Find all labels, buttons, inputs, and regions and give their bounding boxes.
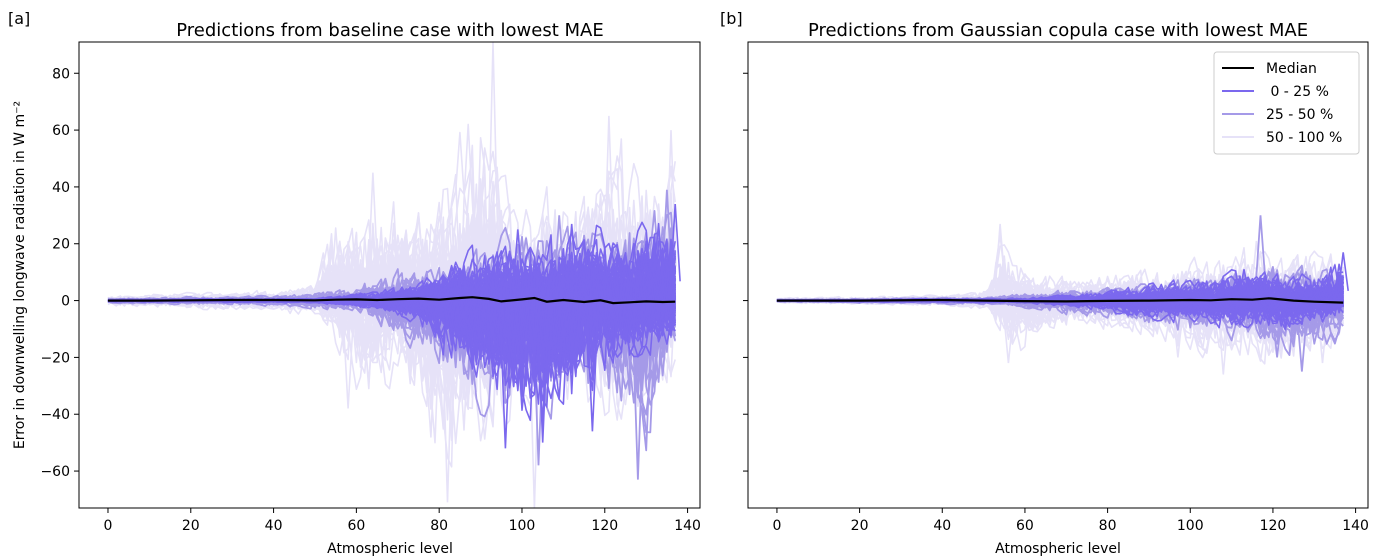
x-tick-label: 120 [1260,518,1287,534]
x-tick-label: 140 [1342,518,1369,534]
median-line [776,297,1344,304]
panel-b-y-ticks [743,72,748,472]
peak-line [536,321,549,443]
legend-label-0-25: 0 - 25 % [1266,84,1329,100]
panel-a: [a] Predictions from baseline case with … [8,9,701,557]
legend-label-median: Median [1266,61,1317,77]
y-tick-label: −40 [40,407,70,423]
y-tick-label: 20 [52,237,70,253]
peak-line [499,322,512,449]
peak-line [1254,215,1267,288]
panel-b-data [776,215,1349,375]
x-tick-label: 0 [104,518,113,534]
panel-b-title: Predictions from Gaussian copula case wi… [808,20,1308,41]
panel-a-x-ticks: 0 20 40 60 80 100 120 140 [104,508,701,534]
x-tick-label: 100 [1177,518,1204,534]
peak-line [603,115,615,273]
x-tick-label: 80 [430,518,448,534]
panel-a-x-axis-label: Atmospheric level [327,541,453,557]
y-tick-label: 80 [52,66,70,82]
x-tick-label: 0 [772,518,781,534]
panel-b: [b] Predictions from Gaussian copula cas… [720,9,1369,557]
legend: Median 0 - 25 % 25 - 50 % 50 - 100 % [1213,51,1360,155]
peak-line [586,320,599,432]
panel-b-label: [b] [720,9,743,28]
x-tick-label: 40 [933,518,951,534]
legend-label-50-100: 50 - 100 % [1266,130,1342,146]
x-tick-label: 20 [182,518,200,534]
y-tick-label: −60 [40,464,70,480]
peak-line [1172,309,1184,358]
y-tick-label: −20 [40,350,70,366]
y-tick-label: 0 [61,294,70,310]
peak-line [441,330,454,503]
x-tick-label: 60 [1016,518,1034,534]
panel-a-title: Predictions from baseline case with lowe… [176,20,603,41]
y-axis-label: Error in downwelling longwave radiation … [12,101,28,449]
peak-line [512,229,524,290]
median-line [108,296,676,305]
y-tick-label: 60 [52,123,70,139]
peak-line [487,42,499,262]
panel-b-frame [747,41,1369,509]
peak-line [994,223,1006,290]
peak-line [1337,252,1349,294]
x-tick-label: 100 [509,518,536,534]
peak-line [1238,269,1250,297]
x-tick-label: 140 [674,518,701,534]
x-tick-label: 40 [265,518,283,534]
panel-a-data [107,42,681,508]
peak-line [1002,309,1015,364]
peak-line [342,316,354,409]
peak-line [632,327,644,480]
peak-line [1271,309,1283,358]
peak-line [367,172,379,282]
panel-a-y-ticks: −60 −40 −20 0 20 40 60 80 [40,66,79,480]
peak-line [1250,240,1263,292]
y-tick-label: 40 [52,180,70,196]
legend-box [1213,51,1360,155]
x-tick-label: 120 [591,518,618,534]
panel-b-x-axis-label: Atmospheric level [995,541,1121,557]
peak-line [1296,311,1308,372]
peak-line [1217,311,1230,375]
x-tick-label: 60 [347,518,365,534]
panel-a-frame [78,41,701,509]
peak-line [669,203,681,287]
peak-line [565,223,578,290]
x-tick-label: 20 [851,518,869,534]
legend-label-25-50: 25 - 50 % [1266,107,1333,123]
x-tick-label: 80 [1099,518,1117,534]
panel-b-x-ticks: 0 20 40 60 80 100 120 140 [772,508,1369,534]
panel-a-label: [a] [8,9,30,28]
